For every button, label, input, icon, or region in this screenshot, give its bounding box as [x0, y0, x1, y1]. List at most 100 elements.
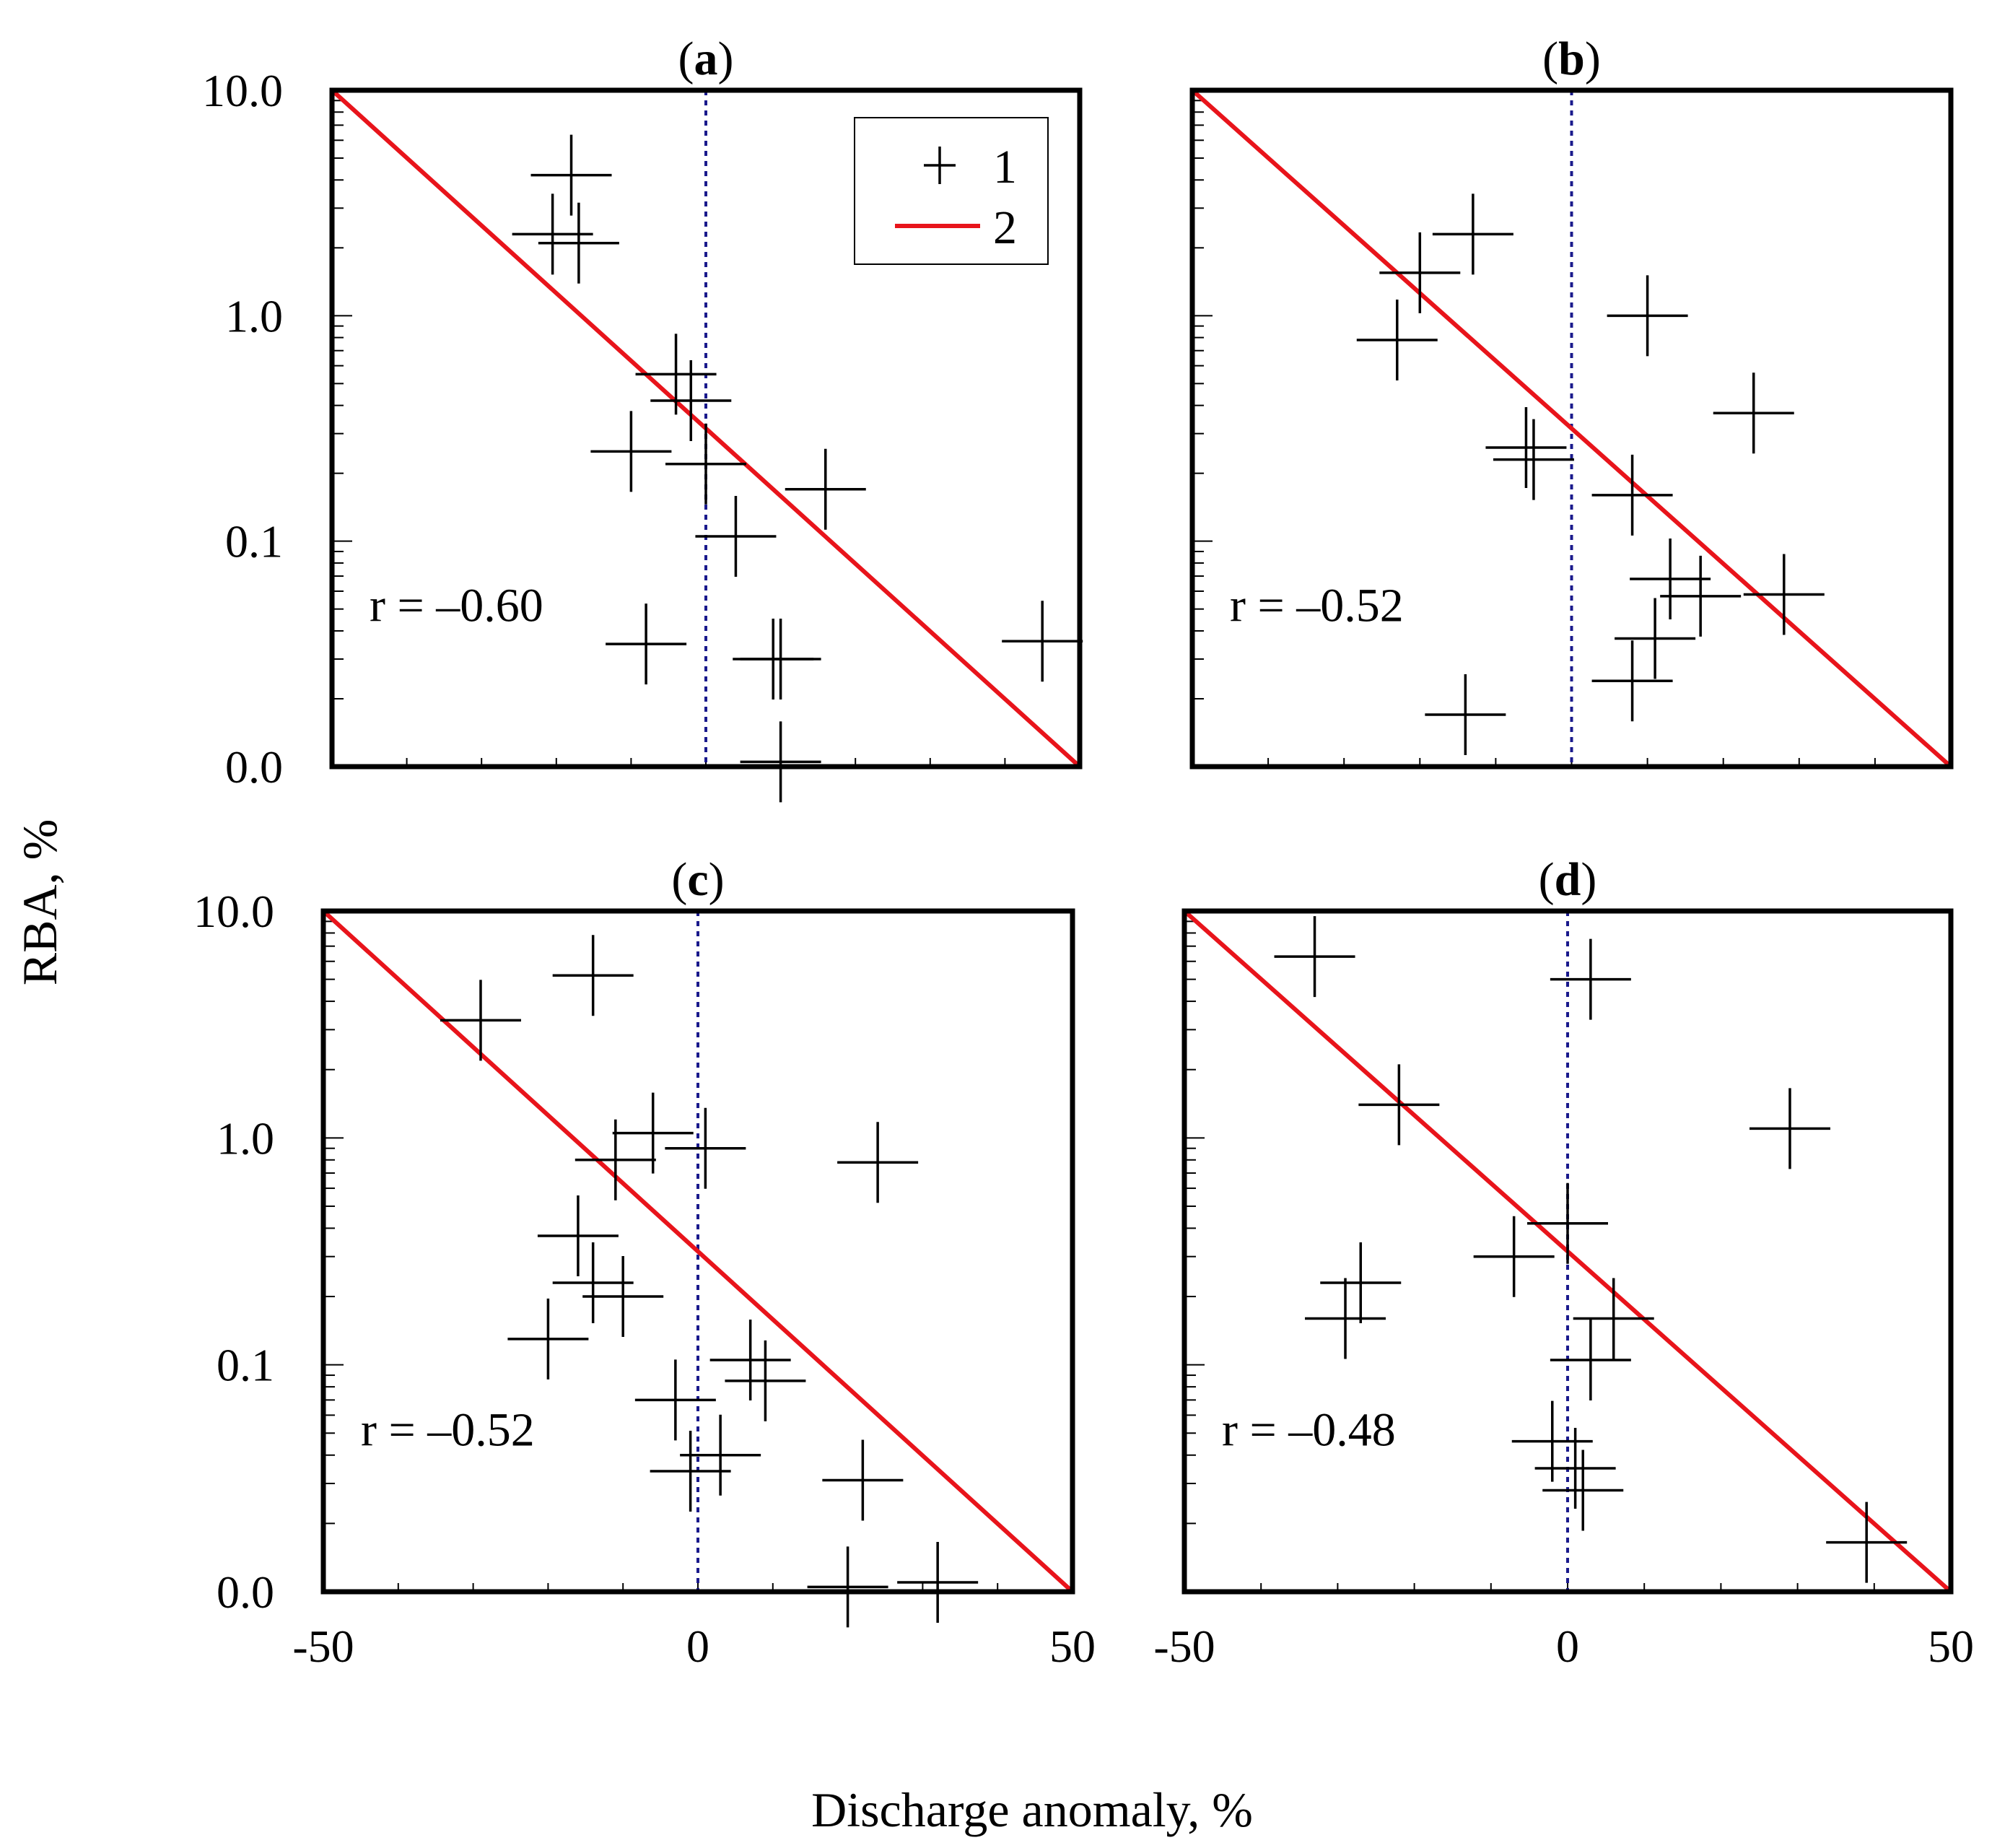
data-point: [1356, 300, 1438, 381]
data-point: [552, 1242, 634, 1323]
data-point: [1713, 372, 1794, 454]
plot-frame: [329, 87, 1083, 770]
legend-label-1: 1: [993, 141, 1017, 193]
correlation-annotation: r = –0.60: [370, 580, 543, 632]
legend-label-2: 2: [993, 201, 1017, 254]
panel-title: (b): [1542, 32, 1601, 85]
panel-title: (c): [671, 853, 724, 906]
data-point: [740, 721, 821, 803]
data-point: [837, 1122, 919, 1203]
x-tick-label: 0: [686, 1621, 709, 1672]
data-point: [590, 411, 672, 492]
data-point: [538, 202, 619, 284]
data-point: [1542, 1450, 1624, 1531]
x-tick-label: 50: [1049, 1621, 1096, 1672]
data-point: [1591, 454, 1673, 536]
y-tick-label: 1.0: [217, 1112, 274, 1164]
panel-letter: b: [1558, 32, 1585, 85]
data-point: [650, 1430, 731, 1512]
data-point: [1432, 193, 1513, 275]
data-point: [1485, 407, 1567, 489]
panel-letter: a: [694, 32, 718, 85]
plot-frame: [1189, 87, 1954, 770]
data-point: [575, 1119, 656, 1200]
regression-line: [321, 909, 1075, 1594]
panel-d: (d) r = –0.48 -50 0 50: [1153, 853, 1974, 1672]
data-point: [897, 1541, 979, 1623]
correlation-annotation: r = –0.52: [1230, 580, 1404, 632]
data-point: [1493, 419, 1574, 500]
data-point: [612, 1092, 694, 1174]
panel-b: (b) r = –0.52: [1189, 32, 1954, 770]
x-tick-label: 50: [1928, 1621, 1974, 1672]
data-point: [1511, 1400, 1593, 1482]
y-tick-label: 0.0: [225, 741, 283, 793]
y-tick-label: 0.1: [225, 516, 283, 567]
data-point: [695, 496, 777, 578]
data-point: [650, 360, 732, 442]
plot-frame: [320, 908, 1075, 1595]
x-axis-title: Discharge anomaly, %: [811, 1782, 1253, 1837]
plot-frame: [1181, 908, 1954, 1595]
panel-letter: d: [1555, 853, 1581, 906]
data-point: [1550, 1320, 1631, 1401]
data-point: [1002, 601, 1083, 682]
x-tick-label: -50: [292, 1621, 354, 1672]
data-point: [635, 334, 717, 415]
y-tick-label: 10.0: [193, 886, 274, 937]
data-point: [1379, 232, 1461, 313]
data-point: [1630, 538, 1711, 619]
data-point: [807, 1546, 888, 1628]
panel-title: (d): [1539, 853, 1597, 906]
data-point: [530, 134, 612, 216]
data-point: [740, 618, 821, 699]
data-point: [1615, 598, 1696, 679]
data-point: [1473, 1216, 1555, 1297]
data-point: [680, 1414, 761, 1496]
data-point: [1826, 1502, 1908, 1583]
panel-title: (a): [678, 32, 734, 85]
data-point: [725, 1340, 806, 1421]
data-point: [1743, 554, 1825, 635]
data-point: [1358, 1064, 1440, 1146]
y-tick-label: 10.0: [202, 65, 283, 116]
data-point: [507, 1298, 589, 1380]
legend-box: [854, 117, 1049, 265]
data-point: [665, 1107, 746, 1189]
regression-line: [1191, 88, 1952, 769]
data-point: [709, 1320, 791, 1401]
data-point: [440, 980, 521, 1061]
panel-letter: c: [687, 853, 708, 906]
data-point: [1573, 1278, 1654, 1359]
data-point: [606, 603, 687, 685]
data-point: [1527, 1182, 1608, 1264]
data-point: [1534, 1427, 1616, 1509]
x-tick-label: -50: [1153, 1621, 1215, 1672]
data-point: [634, 1359, 716, 1441]
data-point: [1749, 1088, 1830, 1169]
data-point: [1591, 640, 1673, 722]
data-point: [552, 935, 634, 1016]
data-point: [822, 1439, 904, 1521]
data-point: [537, 1195, 619, 1277]
x-tick-label: 0: [1556, 1621, 1579, 1672]
data-point: [785, 448, 866, 530]
y-tick-label: 1.0: [225, 290, 283, 341]
data-point: [1305, 1278, 1386, 1359]
legend: 12: [854, 117, 1049, 265]
correlation-annotation: r = –0.52: [361, 1403, 535, 1456]
data-point: [1607, 275, 1688, 357]
y-tick-label: 0.0: [217, 1566, 274, 1618]
data-point: [1425, 674, 1506, 756]
y-axis-title: RBA, %: [12, 819, 67, 985]
correlation-annotation: r = –0.48: [1222, 1403, 1396, 1456]
y-tick-label: 0.1: [217, 1340, 274, 1391]
data-point: [1320, 1242, 1402, 1323]
data-point: [1660, 555, 1742, 637]
data-point: [1274, 916, 1355, 998]
panel-c: (c) r = –0.52 10.0 1.0 0.1 0.0 -50 0 50: [193, 853, 1096, 1672]
data-point: [582, 1256, 664, 1338]
